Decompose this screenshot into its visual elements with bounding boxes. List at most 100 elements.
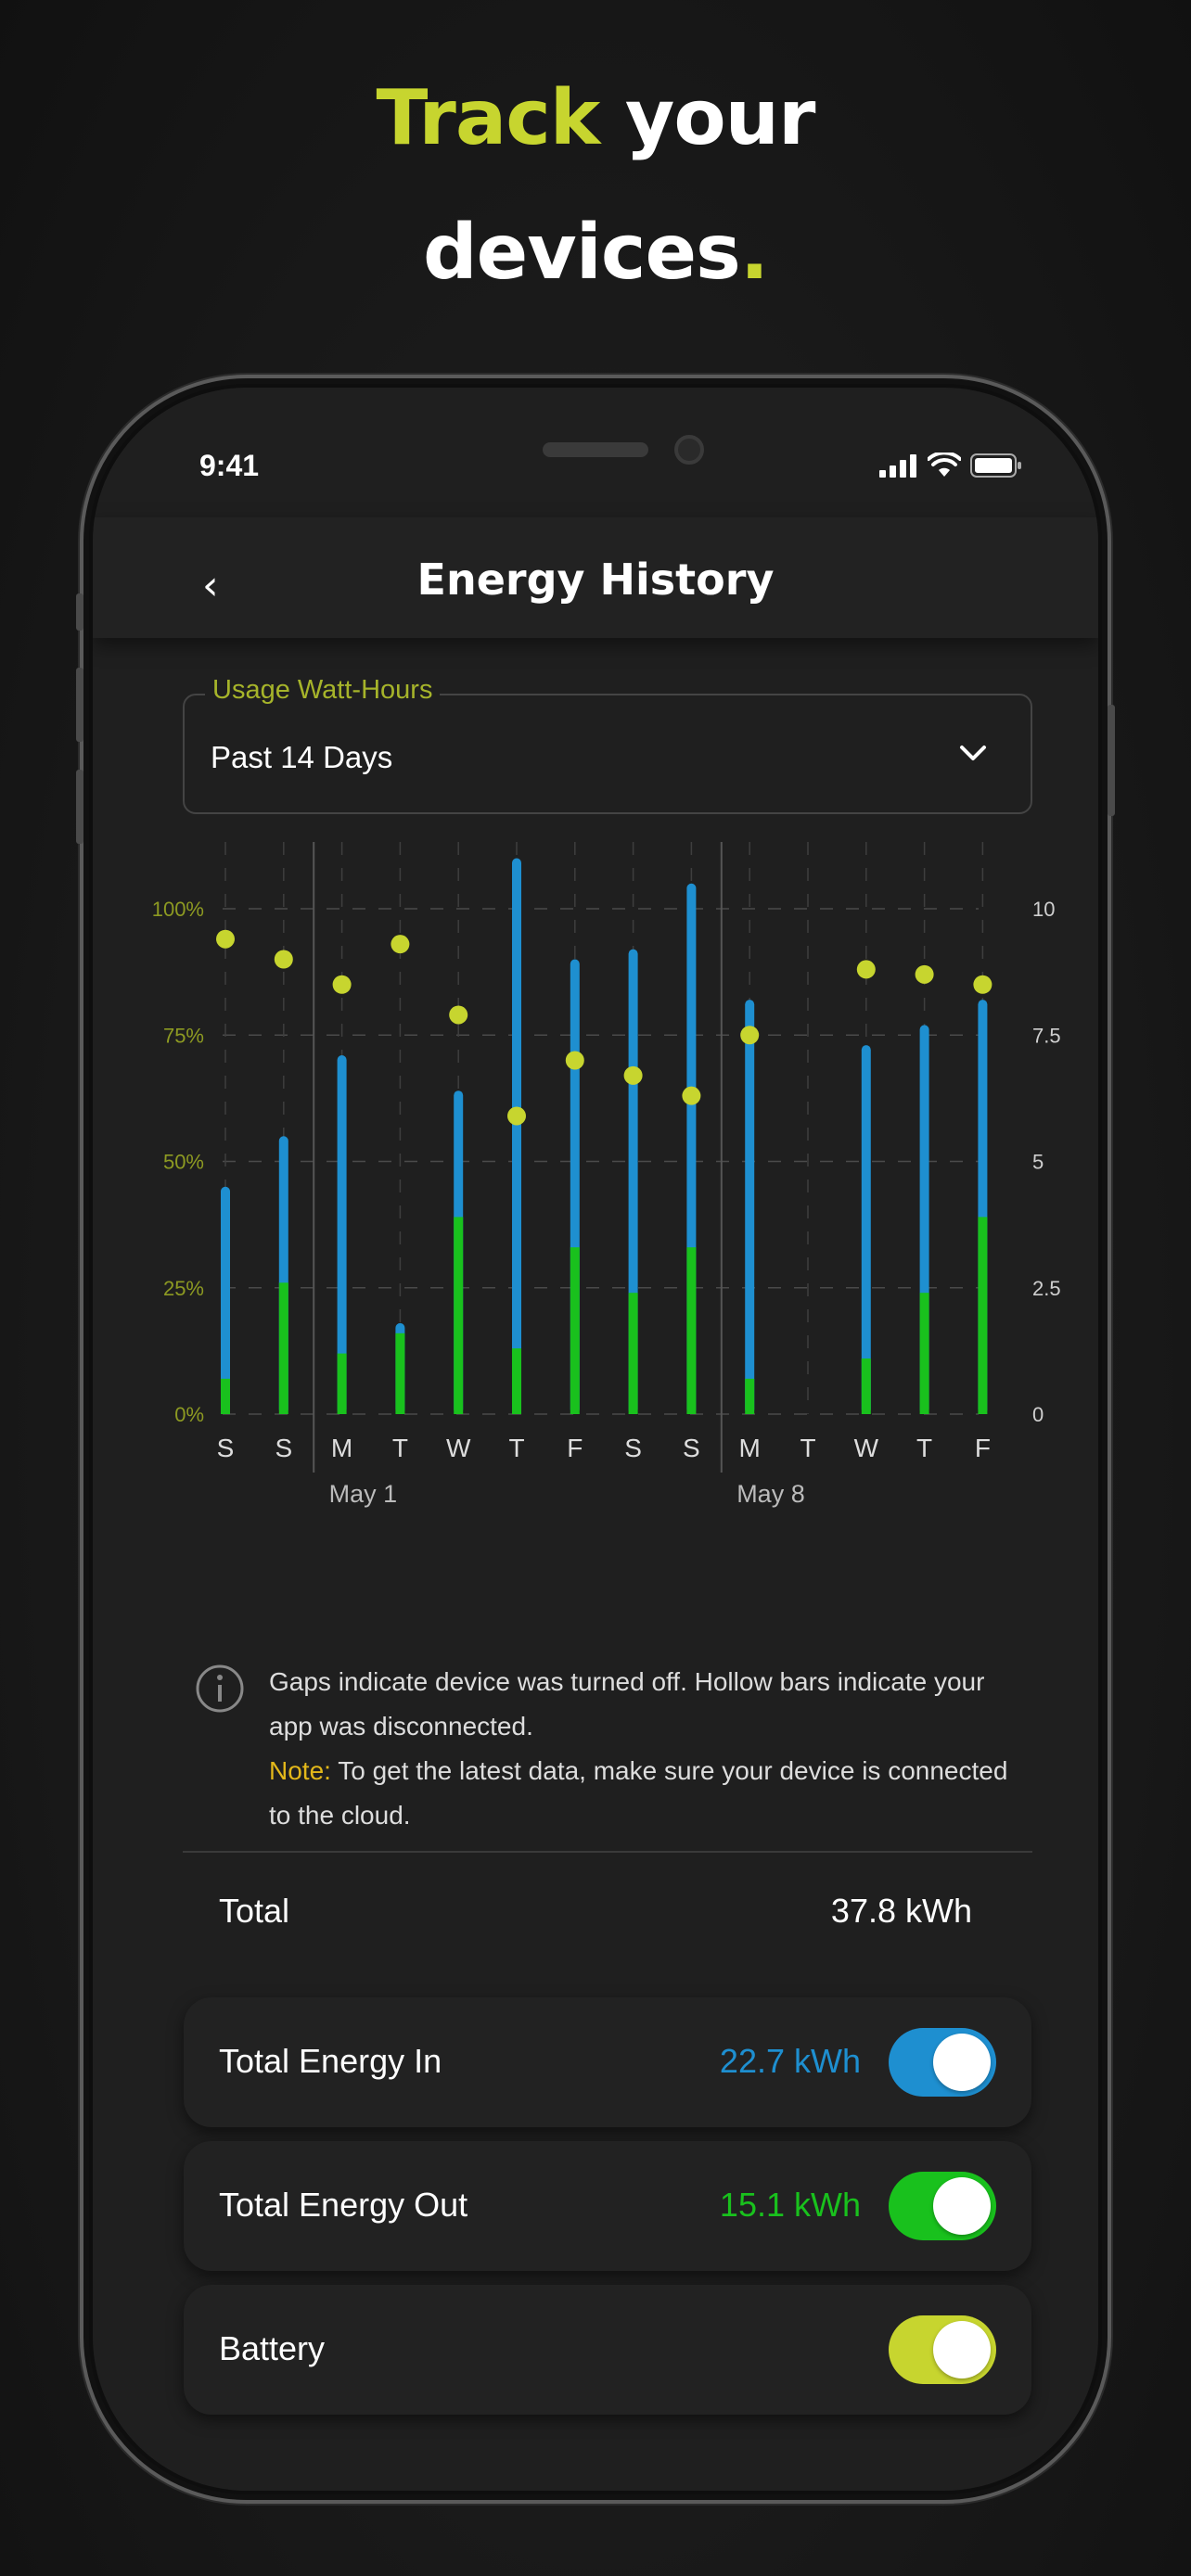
day-label: S <box>624 1434 642 1462</box>
front-camera <box>674 435 704 465</box>
usage-period-select[interactable]: Usage Watt-Hours Past 14 Days <box>183 675 1032 814</box>
bar-energy-in <box>745 1000 755 1414</box>
battery-point <box>682 1086 701 1105</box>
status-icons <box>879 453 1022 478</box>
bar-energy-out <box>454 1217 464 1414</box>
day-label: M <box>739 1434 761 1462</box>
headline-accent: Track <box>376 74 601 162</box>
day-label: F <box>975 1434 991 1462</box>
right-axis-label: 2.5 <box>1032 1277 1061 1300</box>
phone-mute-switch <box>76 593 83 631</box>
battery-point <box>915 964 934 984</box>
page-title: Energy History <box>416 555 775 605</box>
left-axis-label: 0% <box>174 1403 204 1426</box>
battery-point <box>565 1051 584 1070</box>
note-text: To get the latest data, make sure your d… <box>269 1756 1008 1830</box>
bar-energy-out <box>919 1293 929 1414</box>
left-axis-label: 50% <box>163 1151 204 1174</box>
back-button[interactable]: ‹ <box>202 562 219 609</box>
day-label: T <box>392 1434 408 1462</box>
headline-line-2: devices. <box>0 209 1191 297</box>
bar-energy-out <box>278 1282 288 1414</box>
day-label: S <box>683 1434 700 1462</box>
bar-energy-out <box>861 1358 871 1414</box>
battery-row: Battery <box>184 2285 1031 2415</box>
day-label: S <box>217 1434 235 1462</box>
bar-energy-out <box>686 1247 697 1414</box>
energy-in-toggle[interactable] <box>889 2028 996 2097</box>
row-label: Battery <box>219 2329 326 2367</box>
signal-icon <box>879 454 916 478</box>
status-time: 9:41 <box>199 449 260 482</box>
bar-energy-in <box>512 858 521 1414</box>
headline-line-1: Track your <box>0 74 1191 162</box>
right-axis-label: 7.5 <box>1032 1024 1061 1047</box>
battery-point <box>973 975 992 994</box>
left-axis-label: 100% <box>152 898 204 921</box>
battery-point <box>274 950 293 969</box>
battery-point <box>332 975 352 994</box>
bar-energy-out <box>570 1247 580 1414</box>
toggle-knob <box>933 2034 991 2091</box>
phone-volume-up <box>76 668 83 742</box>
divider <box>183 1851 1032 1853</box>
wifi-icon <box>928 453 961 477</box>
chevron-down-icon <box>960 746 986 760</box>
info-text: Gaps indicate device was turned off. Hol… <box>269 1660 1011 1838</box>
energy-chart: 0% 25% 50% 75% 100% 0 2.5 5 7.5 10 S S M T W T F S S M T W T F M… <box>152 842 1061 1508</box>
bar-energy-in <box>337 1055 347 1414</box>
battery-point <box>449 1005 468 1025</box>
day-label: T <box>916 1434 932 1462</box>
phone-volume-down <box>76 770 83 844</box>
nav-bar: ‹ Energy History <box>93 517 1098 638</box>
bar-energy-out <box>978 1217 988 1414</box>
battery-point <box>216 929 235 949</box>
bar-energy-out <box>628 1293 638 1414</box>
bar-energy-out <box>337 1353 347 1414</box>
headline-word: devices <box>422 209 741 297</box>
battery-point <box>507 1106 526 1126</box>
day-label: T <box>508 1434 524 1462</box>
energy-out-row: Total Energy Out 15.1 kWh <box>184 2141 1031 2271</box>
info-message: Gaps indicate device was turned off. Hol… <box>269 1667 985 1741</box>
total-value: 37.8 kWh <box>830 1892 972 1930</box>
row-label: Total Energy Out <box>219 2186 468 2224</box>
speaker-grille <box>543 442 648 457</box>
bar-energy-out <box>395 1333 405 1414</box>
toggle-knob <box>933 2321 991 2378</box>
headline-dot: . <box>739 209 769 297</box>
battery-point <box>623 1065 643 1085</box>
day-label: S <box>275 1434 292 1462</box>
bar-energy-out <box>221 1378 230 1414</box>
toggle-knob <box>933 2177 991 2235</box>
headline-rest: your <box>599 74 816 162</box>
chevron-left-icon: ‹ <box>202 562 219 609</box>
battery-point <box>856 960 876 979</box>
bar-energy-in <box>221 1186 230 1414</box>
info-icon <box>196 1664 244 1713</box>
left-axis-label: 25% <box>163 1277 204 1300</box>
day-label: F <box>567 1434 583 1462</box>
select-label: Usage Watt-Hours <box>205 675 441 706</box>
row-label: Total Energy In <box>219 2042 442 2080</box>
bar-energy-in <box>861 1045 871 1414</box>
energy-out-toggle[interactable] <box>889 2172 996 2240</box>
energy-in-row: Total Energy In 22.7 kWh <box>184 1997 1031 2127</box>
right-axis-label: 5 <box>1032 1151 1044 1174</box>
day-label: W <box>854 1434 879 1462</box>
battery-toggle[interactable] <box>889 2315 996 2384</box>
row-value: 15.1 kWh <box>719 2186 861 2224</box>
right-axis-label: 0 <box>1032 1403 1044 1426</box>
total-label: Total <box>219 1892 290 1930</box>
day-label: T <box>800 1434 815 1462</box>
note-label: Note: <box>269 1756 331 1785</box>
day-label: M <box>331 1434 352 1462</box>
bar-energy-out <box>745 1378 755 1414</box>
week-label: May 1 <box>329 1480 398 1508</box>
week-label: May 8 <box>736 1480 805 1508</box>
battery-point <box>740 1026 760 1045</box>
day-label: W <box>446 1434 471 1462</box>
left-axis-label: 75% <box>163 1024 204 1047</box>
row-value: 22.7 kWh <box>719 2042 861 2080</box>
select-value: Past 14 Days <box>211 740 393 774</box>
